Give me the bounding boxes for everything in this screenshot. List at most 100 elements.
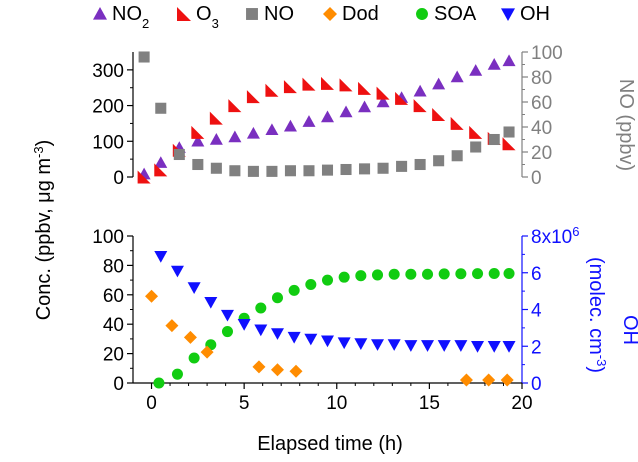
- point-dod: [500, 373, 514, 387]
- legend-entry-dod: Dod: [323, 3, 379, 25]
- bottom-right-tick-text: 2: [531, 337, 542, 358]
- bottom-left-tick-label: 20: [103, 345, 124, 366]
- point-dod: [270, 363, 284, 377]
- point-soa: [321, 274, 334, 286]
- top-panel-axes: 0 100 200 300 0 20 40 60 80 100: [92, 43, 562, 189]
- point-o3: [209, 111, 223, 125]
- point-dod: [459, 373, 473, 387]
- point-no2: [154, 156, 168, 168]
- point-no: [488, 133, 500, 146]
- point-no2: [228, 130, 242, 143]
- point-oh: [337, 337, 351, 350]
- point-soa: [455, 268, 467, 280]
- top-panel: 0 100 200 300 0 20 40 60 80 100: [92, 43, 562, 189]
- series-dod: [145, 289, 514, 387]
- point-no2: [450, 70, 464, 83]
- point-no: [155, 102, 167, 114]
- point-no: [173, 148, 185, 161]
- point-oh: [387, 339, 401, 351]
- point-soa: [472, 268, 484, 280]
- top-left-tick-label: 200: [92, 97, 124, 118]
- top-right-tick-label: 40: [531, 118, 552, 139]
- legend-entry-no2: NO2: [93, 3, 149, 31]
- point-no2: [339, 105, 353, 118]
- point-o3: [137, 170, 151, 184]
- point-dod: [289, 364, 303, 378]
- top-right-tick-label: 60: [531, 93, 552, 114]
- x-tick-label: 10: [326, 393, 347, 414]
- point-oh: [437, 340, 451, 352]
- point-oh: [170, 265, 184, 278]
- point-soa: [305, 278, 317, 291]
- point-soa: [355, 270, 367, 282]
- bottom-left-tick-label: 100: [92, 227, 124, 248]
- point-soa: [422, 268, 434, 280]
- point-o3: [502, 137, 516, 151]
- bottom-right-tick-label: 6: [531, 264, 542, 285]
- top-right-tick-label: 0: [531, 168, 542, 189]
- point-soa: [371, 269, 384, 281]
- legend-label-dod: Dod: [342, 3, 379, 25]
- bottom-right-tick-label: 2: [531, 337, 542, 358]
- series-oh: [154, 251, 516, 353]
- y-axis-title-main: Conc. (ppbv, μg m: [33, 158, 55, 320]
- point-oh: [321, 335, 334, 348]
- top-right-tick-label: 80: [531, 68, 552, 89]
- point-oh: [154, 251, 168, 263]
- top-right-tick-text: 60: [531, 93, 552, 114]
- y-axis-title-right-bottom-oh: OH: [619, 315, 638, 345]
- y-axis-title-end: ): [33, 140, 55, 147]
- point-oh: [304, 333, 318, 346]
- oh-axis-title-main: (molec. cm: [585, 257, 607, 355]
- legend-entry-o3: O3: [177, 3, 219, 31]
- y-axis-title-right-bottom-main: (molec. cm-3): [585, 257, 610, 373]
- top-panel-marks: [137, 51, 516, 184]
- series-no2: [137, 54, 516, 180]
- top-right-tick-text: 40: [531, 118, 552, 139]
- point-soa: [188, 352, 200, 364]
- bottom-left-tick-label: 80: [103, 256, 124, 277]
- bottom-right-tick-sup: 6: [572, 224, 579, 239]
- legend-marker-o3: [177, 7, 191, 21]
- bottom-right-tick-text: 4: [531, 301, 542, 322]
- point-no: [396, 160, 408, 172]
- point-no: [340, 163, 352, 176]
- point-oh: [404, 340, 418, 352]
- point-o3: [450, 116, 464, 130]
- point-no: [451, 150, 463, 162]
- point-dod: [145, 289, 159, 303]
- point-no: [321, 164, 334, 176]
- x-tick-label: 20: [511, 393, 532, 414]
- legend-label-main: O: [196, 3, 212, 25]
- legend-label-main: NO: [264, 3, 294, 25]
- point-no2: [358, 100, 372, 113]
- point-oh: [220, 309, 234, 322]
- point-no: [210, 162, 222, 174]
- point-no: [266, 165, 278, 177]
- point-oh: [471, 341, 485, 353]
- top-right-tick-label: 20: [531, 143, 552, 164]
- legend-label-main: NO: [112, 3, 142, 25]
- bottom-right-tick-text: 6: [531, 264, 542, 285]
- oh-axis-title-end: ): [585, 366, 607, 373]
- point-oh: [187, 282, 201, 294]
- y-axis-title-right-top: NO (ppbv): [615, 79, 637, 171]
- legend: NO2 O3 NO Dod SOA OH: [93, 3, 550, 31]
- point-no: [377, 162, 389, 174]
- point-soa: [405, 268, 417, 280]
- point-oh: [454, 340, 468, 352]
- series-soa: [153, 267, 515, 389]
- legend-label-soa: SOA: [434, 3, 477, 25]
- legend-label-main: Dod: [342, 3, 379, 25]
- top-right-tick-text: 80: [531, 68, 552, 89]
- legend-entry-oh: OH: [501, 3, 550, 25]
- point-soa: [288, 284, 300, 296]
- point-soa: [221, 326, 233, 338]
- point-no: [303, 165, 315, 177]
- x-axis-title: Elapsed time (h): [257, 433, 403, 455]
- legend-marker-soa: [416, 8, 428, 20]
- legend-entry-soa: SOA: [416, 3, 477, 25]
